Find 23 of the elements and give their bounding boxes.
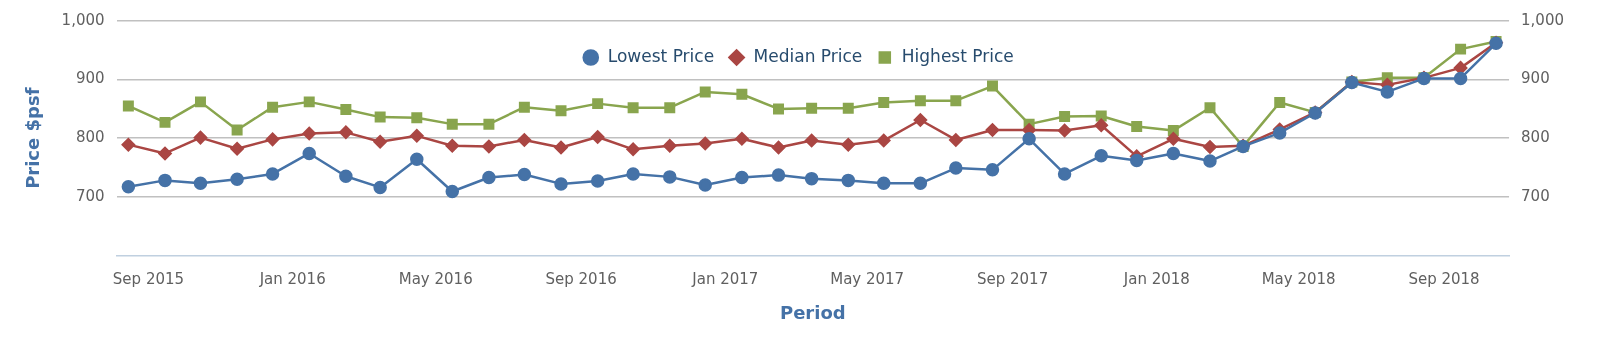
- y-tick-label: 700: [75, 186, 105, 205]
- x-tick-label: Sep 2018: [1408, 270, 1480, 289]
- legend-label: Highest Price: [901, 45, 1014, 66]
- legend-label: Lowest Price: [607, 45, 715, 66]
- y-axis-title: Price $psf: [22, 87, 44, 189]
- x-tick-label: Jan 2016: [258, 270, 326, 289]
- x-tick-label: May 2016: [398, 270, 473, 289]
- x-tick-label: Jan 2018: [1122, 270, 1190, 289]
- x-tick-label: Sep 2016: [545, 270, 617, 289]
- y2-tick-label: 800: [1521, 128, 1550, 147]
- x-tick-label: Jan 2017: [691, 270, 759, 289]
- x-tick-label: May 2018: [1261, 270, 1336, 289]
- y-tick-label: 800: [75, 128, 105, 147]
- y2-tick-label: 700: [1521, 186, 1550, 205]
- y-tick-label: 900: [75, 69, 105, 88]
- x-tick-label: Sep 2017: [976, 270, 1049, 289]
- y2-tick-label: 1,000: [1521, 10, 1565, 29]
- legend-label: Median Price: [753, 45, 863, 66]
- y-tick-label: 1,000: [61, 10, 105, 29]
- x-tick-label: Sep 2015: [112, 270, 185, 289]
- x-axis-title: Period: [779, 301, 846, 323]
- y2-tick-label: 900: [1521, 69, 1550, 88]
- x-tick-label: May 2017: [830, 270, 905, 289]
